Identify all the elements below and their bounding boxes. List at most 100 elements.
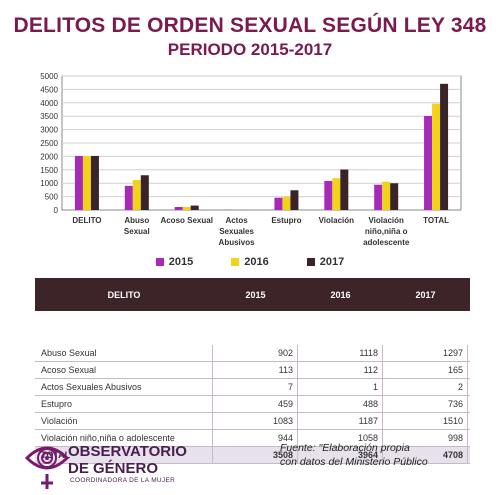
observatorio-logo-icon <box>24 446 70 489</box>
table-row: Violación 1083 1187 1510 <box>35 413 470 430</box>
header-2016: 2016 <box>330 289 351 300</box>
y-tick-label: 500 <box>45 193 59 202</box>
total-2017: 4708 <box>383 447 468 463</box>
table-cell-label: Estupro <box>35 396 213 412</box>
y-tick-label: 3500 <box>40 112 58 121</box>
table-cell-label: Abuso Sexual <box>35 345 213 361</box>
bar-2015 <box>374 184 383 210</box>
table-cell-value: 165 <box>383 362 468 378</box>
table-cell-label: Acoso Sexual <box>35 362 213 378</box>
bar-chart: 0 500 1000 1500 2000 2500 3000 3500 4000 4500 5000… <box>40 72 462 247</box>
y-tick-label: 2000 <box>40 152 58 161</box>
x-tick-label: Actos Sexuales Abusivos <box>219 216 256 247</box>
table-cell-label: Violación <box>35 413 213 429</box>
table-header: DELITO 2015 2016 2017 <box>35 278 470 311</box>
x-tick-label: Estupro <box>271 216 301 225</box>
table-row: Estupro 459 488 736 <box>35 396 470 413</box>
bar-2016 <box>182 206 191 210</box>
x-tick-label: Violación niño,niña o adolescente <box>363 216 410 247</box>
bar-2015 <box>124 185 133 210</box>
y-tick-label: 4500 <box>40 85 58 94</box>
chart-title: DELITOS DE ORDEN SEXUAL SEGÚN LEY 348 <box>13 14 487 37</box>
y-tick-label: 4000 <box>40 99 58 108</box>
header-2015: 2015 <box>245 289 266 300</box>
table-cell-value: 112 <box>298 362 383 378</box>
legend-swatch-2016 <box>231 258 240 266</box>
bar-2016 <box>282 196 291 210</box>
bar-2015 <box>74 155 83 210</box>
table-cell-value: 488 <box>298 396 383 412</box>
bar-2015 <box>274 197 283 210</box>
table-row: Actos Sexuales Abusivos 7 1 2 <box>35 379 470 396</box>
table-row: Abuso Sexual 902 1118 1297 <box>35 345 470 362</box>
bar-2017 <box>340 169 349 210</box>
bar-2015 <box>324 180 333 210</box>
y-tick-label: 1500 <box>40 166 58 175</box>
bar-2017 <box>190 205 199 210</box>
table-spacer <box>35 311 470 345</box>
bar-2016 <box>82 155 91 210</box>
bar-2017 <box>440 83 449 210</box>
legend-item-2015: 2015 <box>155 256 194 268</box>
header-2017: 2017 <box>415 289 436 300</box>
table-cell-label: Violación niño,niña o adolescente <box>35 430 213 446</box>
table-cell-value: 944 <box>213 430 298 446</box>
table-cell-value: 1083 <box>213 413 298 429</box>
y-tick-label: 1000 <box>40 179 58 188</box>
legend-label-2016: 2016 <box>244 256 269 268</box>
table-cell-value: 1 <box>298 379 383 395</box>
bar-2016 <box>432 103 441 210</box>
y-tick-label: 2500 <box>40 139 58 148</box>
source-note: Fuente: "Elaboración propia con datos de… <box>280 441 490 469</box>
bar-2017 <box>290 190 299 210</box>
table-cell-value: 1510 <box>383 413 468 429</box>
source-line2: con datos del Ministerio Público <box>280 456 428 468</box>
bar-2017 <box>140 175 149 210</box>
table-cell-value: 902 <box>213 345 298 361</box>
legend-swatch-2017 <box>306 258 315 266</box>
logo-line2: DE GÉNERO <box>68 460 159 477</box>
legend-label-2017: 2017 <box>319 256 345 268</box>
x-tick-label: Acoso Sexual <box>160 216 212 225</box>
table-cell-label: Actos Sexuales Abusivos <box>35 379 213 395</box>
table-cell-value: 459 <box>213 396 298 412</box>
x-tick-label: Violación <box>319 216 355 225</box>
bar-2016 <box>132 180 141 210</box>
table-cell-value: 7 <box>213 379 298 395</box>
bar-2015 <box>174 206 183 210</box>
legend-item-2017: 2017 <box>306 256 345 268</box>
legend-item-2016: 2016 <box>231 256 269 268</box>
logo-line1: OBSERVATORIO <box>68 443 187 460</box>
total-2015: 3508 <box>213 447 298 463</box>
table-cell-value: 1058 <box>298 430 383 446</box>
bar-2015 <box>424 115 433 210</box>
chart-legend: 2015 2016 2017 <box>0 256 500 268</box>
table-cell-value: 113 <box>213 362 298 378</box>
table-cell-value: 2 <box>383 379 468 395</box>
x-tick-label: Abuso Sexual <box>124 216 150 236</box>
table-cell-value: 998 <box>383 430 468 446</box>
table-cell-value: 1118 <box>298 345 383 361</box>
chart-subtitle: PERIODO 2015-2017 <box>167 40 333 59</box>
table-body: Abuso Sexual 902 1118 1297 Acoso Sexual 113 11… <box>35 345 470 447</box>
table-cell-value: 1187 <box>298 413 383 429</box>
table-row: Acoso Sexual 113 112 165 <box>35 362 470 379</box>
logo-line3: COORDINADORA DE LA MUJER <box>70 477 176 484</box>
total-2016: 3964 <box>298 447 383 463</box>
x-tick-label: TOTAL <box>423 216 449 225</box>
table-row: Violación niño,niña o adolescente 944 1058… <box>35 430 470 447</box>
bar-2017 <box>90 155 99 210</box>
source-line1: Fuente: "Elaboración propia <box>280 442 410 454</box>
x-tick-label: DELITO <box>72 216 101 225</box>
bar-2016 <box>382 181 391 210</box>
bar-2017 <box>390 183 399 210</box>
bar-2016 <box>332 178 341 210</box>
y-tick-label: 5000 <box>40 72 58 81</box>
legend-swatch-2015 <box>155 258 164 266</box>
y-tick-label: 3000 <box>40 126 58 135</box>
table-cell-value: 1297 <box>383 345 468 361</box>
data-table: DELITO 2015 2016 2017 Abuso Sexual 902 111… <box>35 278 470 464</box>
legend-label-2015: 2015 <box>168 256 194 268</box>
y-tick-label: 0 <box>54 206 59 215</box>
header-delito: DELITO <box>107 289 141 300</box>
